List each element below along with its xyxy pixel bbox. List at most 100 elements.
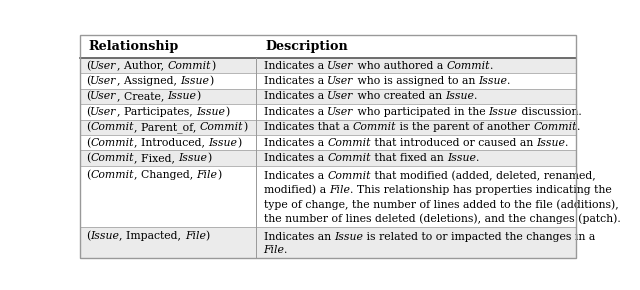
Text: Commit: Commit bbox=[446, 61, 490, 70]
Text: ): ) bbox=[205, 231, 210, 242]
Text: , Changed,: , Changed, bbox=[134, 171, 196, 180]
Text: .: . bbox=[577, 122, 580, 132]
Text: Issue: Issue bbox=[179, 153, 207, 163]
Text: Issue: Issue bbox=[334, 232, 363, 242]
Bar bbox=[80, 135, 576, 150]
Text: ): ) bbox=[207, 153, 211, 163]
Bar bbox=[80, 166, 576, 227]
Text: Issue: Issue bbox=[196, 107, 225, 117]
Text: Issue: Issue bbox=[209, 137, 237, 148]
Text: , Introduced,: , Introduced, bbox=[134, 137, 209, 148]
Text: .: . bbox=[490, 61, 493, 70]
Text: discussion.: discussion. bbox=[518, 107, 581, 117]
Text: User: User bbox=[90, 91, 116, 101]
Text: type of change, the number of lines added to the file (additions),: type of change, the number of lines adde… bbox=[264, 200, 618, 210]
Bar bbox=[80, 119, 576, 135]
Text: ): ) bbox=[243, 122, 248, 132]
Text: that introduced or caused an: that introduced or caused an bbox=[371, 137, 536, 148]
Text: Indicates a: Indicates a bbox=[264, 61, 327, 70]
Text: Indicates a: Indicates a bbox=[264, 137, 327, 148]
Text: (: ( bbox=[86, 170, 90, 181]
Text: modified) a: modified) a bbox=[264, 185, 329, 195]
Text: User: User bbox=[90, 61, 116, 70]
Text: ): ) bbox=[211, 60, 215, 71]
Text: is related to or impacted the changes in a: is related to or impacted the changes in… bbox=[363, 232, 595, 242]
Bar bbox=[80, 227, 576, 258]
Text: , Parent_of,: , Parent_of, bbox=[134, 122, 200, 133]
Text: .: . bbox=[508, 76, 511, 86]
Text: who participated in the: who participated in the bbox=[353, 107, 489, 117]
Text: Commit: Commit bbox=[327, 171, 371, 181]
Text: , Create,: , Create, bbox=[116, 91, 168, 101]
Text: (: ( bbox=[86, 91, 90, 101]
Text: ): ) bbox=[196, 91, 201, 101]
Text: .: . bbox=[476, 153, 479, 163]
Text: Indicates a: Indicates a bbox=[264, 91, 327, 101]
Text: User: User bbox=[327, 107, 353, 117]
Text: Commit: Commit bbox=[90, 153, 134, 163]
Text: (: ( bbox=[86, 107, 90, 117]
Bar bbox=[80, 73, 576, 89]
Text: Commit: Commit bbox=[167, 61, 211, 70]
Text: User: User bbox=[90, 107, 116, 117]
Text: ): ) bbox=[218, 170, 221, 181]
Text: , Impacted,: , Impacted, bbox=[119, 231, 185, 241]
Text: ): ) bbox=[225, 107, 229, 117]
Text: who authored a: who authored a bbox=[353, 61, 446, 70]
Text: Indicates a: Indicates a bbox=[264, 76, 327, 86]
Text: Issue: Issue bbox=[168, 91, 196, 101]
Bar bbox=[80, 89, 576, 104]
Text: Indicates an: Indicates an bbox=[264, 232, 334, 242]
Text: Commit: Commit bbox=[200, 122, 243, 132]
Text: who is assigned to an: who is assigned to an bbox=[353, 76, 478, 86]
Text: (: ( bbox=[86, 122, 90, 132]
Bar bbox=[80, 150, 576, 166]
Text: (: ( bbox=[86, 153, 90, 163]
Text: (: ( bbox=[86, 60, 90, 71]
Text: Commit: Commit bbox=[90, 122, 134, 132]
Text: who created an: who created an bbox=[353, 91, 445, 101]
Bar bbox=[80, 58, 576, 73]
Text: User: User bbox=[90, 76, 116, 86]
Bar bbox=[80, 104, 576, 119]
Text: Relationship: Relationship bbox=[89, 40, 179, 53]
Text: User: User bbox=[327, 91, 353, 101]
Text: the number of lines deleted (deletions), and the changes (patch).: the number of lines deleted (deletions),… bbox=[264, 214, 620, 224]
Text: Issue: Issue bbox=[180, 76, 209, 86]
Text: Issue: Issue bbox=[445, 91, 474, 101]
Text: File: File bbox=[196, 171, 218, 180]
Text: Commit: Commit bbox=[533, 122, 577, 132]
Text: Indicates a: Indicates a bbox=[264, 171, 327, 181]
Text: File: File bbox=[264, 245, 284, 255]
Text: User: User bbox=[327, 76, 353, 86]
Text: .: . bbox=[284, 245, 288, 255]
Text: , Fixed,: , Fixed, bbox=[134, 153, 179, 163]
Text: that fixed an: that fixed an bbox=[371, 153, 447, 163]
Text: (: ( bbox=[86, 137, 90, 148]
Bar bbox=[80, 35, 576, 58]
Text: (: ( bbox=[86, 231, 90, 242]
Text: . This relationship has properties indicating the: . This relationship has properties indic… bbox=[350, 185, 612, 195]
Text: Issue: Issue bbox=[90, 231, 119, 241]
Text: Commit: Commit bbox=[353, 122, 396, 132]
Text: Issue: Issue bbox=[447, 153, 476, 163]
Text: .: . bbox=[565, 137, 569, 148]
Text: Issue: Issue bbox=[489, 107, 518, 117]
Text: that modified (added, deleted, renamed,: that modified (added, deleted, renamed, bbox=[371, 171, 595, 181]
Text: Indicates a: Indicates a bbox=[264, 153, 327, 163]
Text: is the parent of another: is the parent of another bbox=[396, 122, 533, 132]
Text: User: User bbox=[327, 61, 353, 70]
Text: (: ( bbox=[86, 76, 90, 86]
Text: File: File bbox=[329, 185, 350, 195]
Text: Commit: Commit bbox=[327, 153, 371, 163]
Text: File: File bbox=[185, 231, 205, 241]
Text: ): ) bbox=[209, 76, 213, 86]
Text: , Participates,: , Participates, bbox=[116, 107, 196, 117]
Text: Description: Description bbox=[265, 40, 348, 53]
Text: Indicates that a: Indicates that a bbox=[264, 122, 353, 132]
Text: Issue: Issue bbox=[536, 137, 565, 148]
Text: , Assigned,: , Assigned, bbox=[116, 76, 180, 86]
Text: Commit: Commit bbox=[90, 171, 134, 180]
Text: .: . bbox=[474, 91, 477, 101]
Text: ): ) bbox=[237, 137, 241, 148]
